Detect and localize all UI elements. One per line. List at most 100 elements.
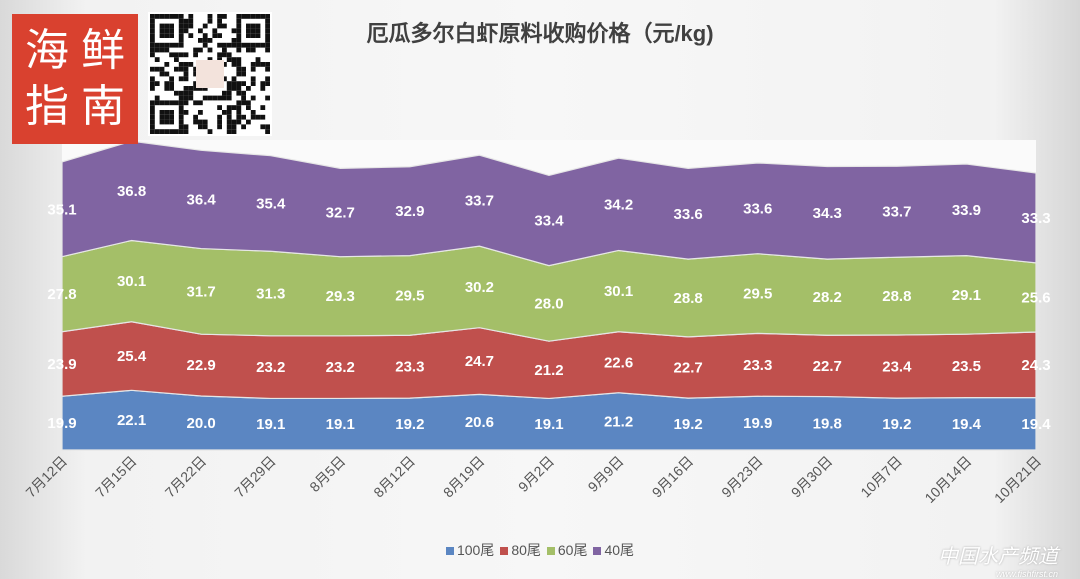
x-tick-label: 7月15日 xyxy=(92,453,140,501)
logo-char: 海 xyxy=(25,25,69,76)
data-label: 20.0 xyxy=(187,415,216,432)
x-tick-label: 7月29日 xyxy=(231,453,279,501)
legend-item: 100尾 xyxy=(445,540,495,560)
qr-code-icon xyxy=(148,12,272,136)
data-label: 36.8 xyxy=(117,183,146,200)
data-label: 31.3 xyxy=(256,286,285,303)
data-label: 28.2 xyxy=(813,289,842,306)
data-label: 33.6 xyxy=(674,206,703,223)
data-label: 34.3 xyxy=(813,205,842,222)
data-label: 30.1 xyxy=(604,283,633,300)
x-tick-label: 7月12日 xyxy=(22,453,70,501)
data-label: 25.6 xyxy=(1021,289,1050,306)
data-label: 23.2 xyxy=(256,359,285,376)
area-series-3 xyxy=(61,140,1037,267)
data-label: 29.5 xyxy=(395,287,424,304)
logo-char: 鲜 xyxy=(81,25,125,76)
x-tick-label: 9月23日 xyxy=(718,453,766,501)
data-label: 19.2 xyxy=(674,416,703,433)
data-label: 22.7 xyxy=(674,360,703,377)
logo-char: 南 xyxy=(81,81,125,132)
data-label: 23.4 xyxy=(882,359,912,376)
watermark: 中国水产频道 www.fishfirst.cn xyxy=(938,540,1058,579)
x-tick-label: 9月30日 xyxy=(788,453,836,501)
legend-swatch xyxy=(546,547,555,555)
data-label: 19.2 xyxy=(882,416,911,433)
data-label: 29.5 xyxy=(743,286,772,303)
data-label: 19.1 xyxy=(534,416,563,433)
data-label: 23.5 xyxy=(952,358,981,375)
data-label: 19.2 xyxy=(395,416,424,433)
x-tick-label: 8月19日 xyxy=(440,453,488,501)
data-label: 29.1 xyxy=(952,287,981,304)
data-label: 22.7 xyxy=(813,358,842,375)
x-tick-label: 8月12日 xyxy=(370,453,418,501)
data-label: 19.9 xyxy=(743,415,772,432)
x-tick-label: 10月14日 xyxy=(921,453,974,506)
data-label: 27.8 xyxy=(47,286,76,303)
watermark-name: 中国水产频道 xyxy=(938,546,1058,568)
data-label: 19.4 xyxy=(1021,416,1051,433)
legend-swatch xyxy=(445,547,454,555)
data-label: 32.9 xyxy=(395,203,424,220)
data-label: 23.2 xyxy=(326,359,355,376)
data-label: 30.1 xyxy=(117,273,146,290)
x-tick-label: 9月2日 xyxy=(515,453,557,495)
logo-char: 指 xyxy=(25,81,69,132)
data-label: 33.7 xyxy=(882,204,911,221)
data-label: 30.2 xyxy=(465,279,494,296)
data-label: 19.1 xyxy=(256,416,285,433)
chart-title: 厄瓜多尔白虾原料收购价格（元/kg) xyxy=(366,21,714,46)
legend-label: 40尾 xyxy=(604,542,635,558)
data-label: 33.3 xyxy=(1021,210,1050,227)
legend-label: 60尾 xyxy=(557,542,588,558)
data-label: 28.0 xyxy=(534,295,563,312)
data-label: 33.9 xyxy=(952,202,981,219)
data-label: 19.9 xyxy=(47,415,76,432)
data-label: 36.4 xyxy=(187,191,217,208)
data-label: 34.2 xyxy=(604,196,633,213)
data-label: 35.4 xyxy=(256,195,286,212)
data-label: 28.8 xyxy=(882,288,911,305)
x-tick-label: 8月5日 xyxy=(306,453,348,495)
data-label: 19.4 xyxy=(952,416,982,433)
data-label: 21.2 xyxy=(604,413,633,430)
x-tick-label: 9月9日 xyxy=(585,453,627,495)
legend-item: 60尾 xyxy=(546,540,588,560)
data-label: 22.9 xyxy=(187,357,216,374)
data-label: 24.7 xyxy=(465,353,494,370)
data-label: 22.6 xyxy=(604,354,633,371)
legend-label: 100尾 xyxy=(456,542,495,558)
data-label: 35.1 xyxy=(47,201,76,218)
legend: 100尾 80尾 60尾 40尾 xyxy=(0,540,1080,560)
data-label: 25.4 xyxy=(117,348,147,365)
data-label: 24.3 xyxy=(1021,357,1050,374)
data-label: 21.2 xyxy=(534,362,563,379)
data-label: 22.1 xyxy=(117,412,146,429)
haixian-zhinan-logo: 海鲜指南 xyxy=(12,14,138,144)
watermark-url: www.fishfirst.cn xyxy=(995,569,1058,579)
data-label: 23.3 xyxy=(395,359,424,376)
data-label: 23.3 xyxy=(743,357,772,374)
x-tick-label: 9月16日 xyxy=(649,453,697,501)
data-label: 20.6 xyxy=(465,414,494,431)
x-tick-label: 10月7日 xyxy=(857,453,905,501)
data-label: 19.8 xyxy=(813,415,842,432)
legend-label: 80尾 xyxy=(511,542,541,558)
legend-swatch xyxy=(593,547,602,555)
data-label: 33.7 xyxy=(465,193,494,210)
x-tick-label: 7月22日 xyxy=(162,453,210,501)
data-label: 32.7 xyxy=(326,205,355,222)
data-label: 19.1 xyxy=(326,416,355,433)
data-label: 31.7 xyxy=(187,283,216,300)
data-label: 28.8 xyxy=(674,290,703,307)
x-tick-label: 10月21日 xyxy=(991,453,1044,506)
legend-item: 40尾 xyxy=(593,540,634,560)
data-label: 23.9 xyxy=(47,356,76,373)
data-label: 29.3 xyxy=(326,288,355,305)
legend-swatch xyxy=(500,547,509,555)
data-label: 33.6 xyxy=(743,200,772,217)
legend-item: 80尾 xyxy=(500,540,541,560)
data-label: 33.4 xyxy=(534,213,564,230)
